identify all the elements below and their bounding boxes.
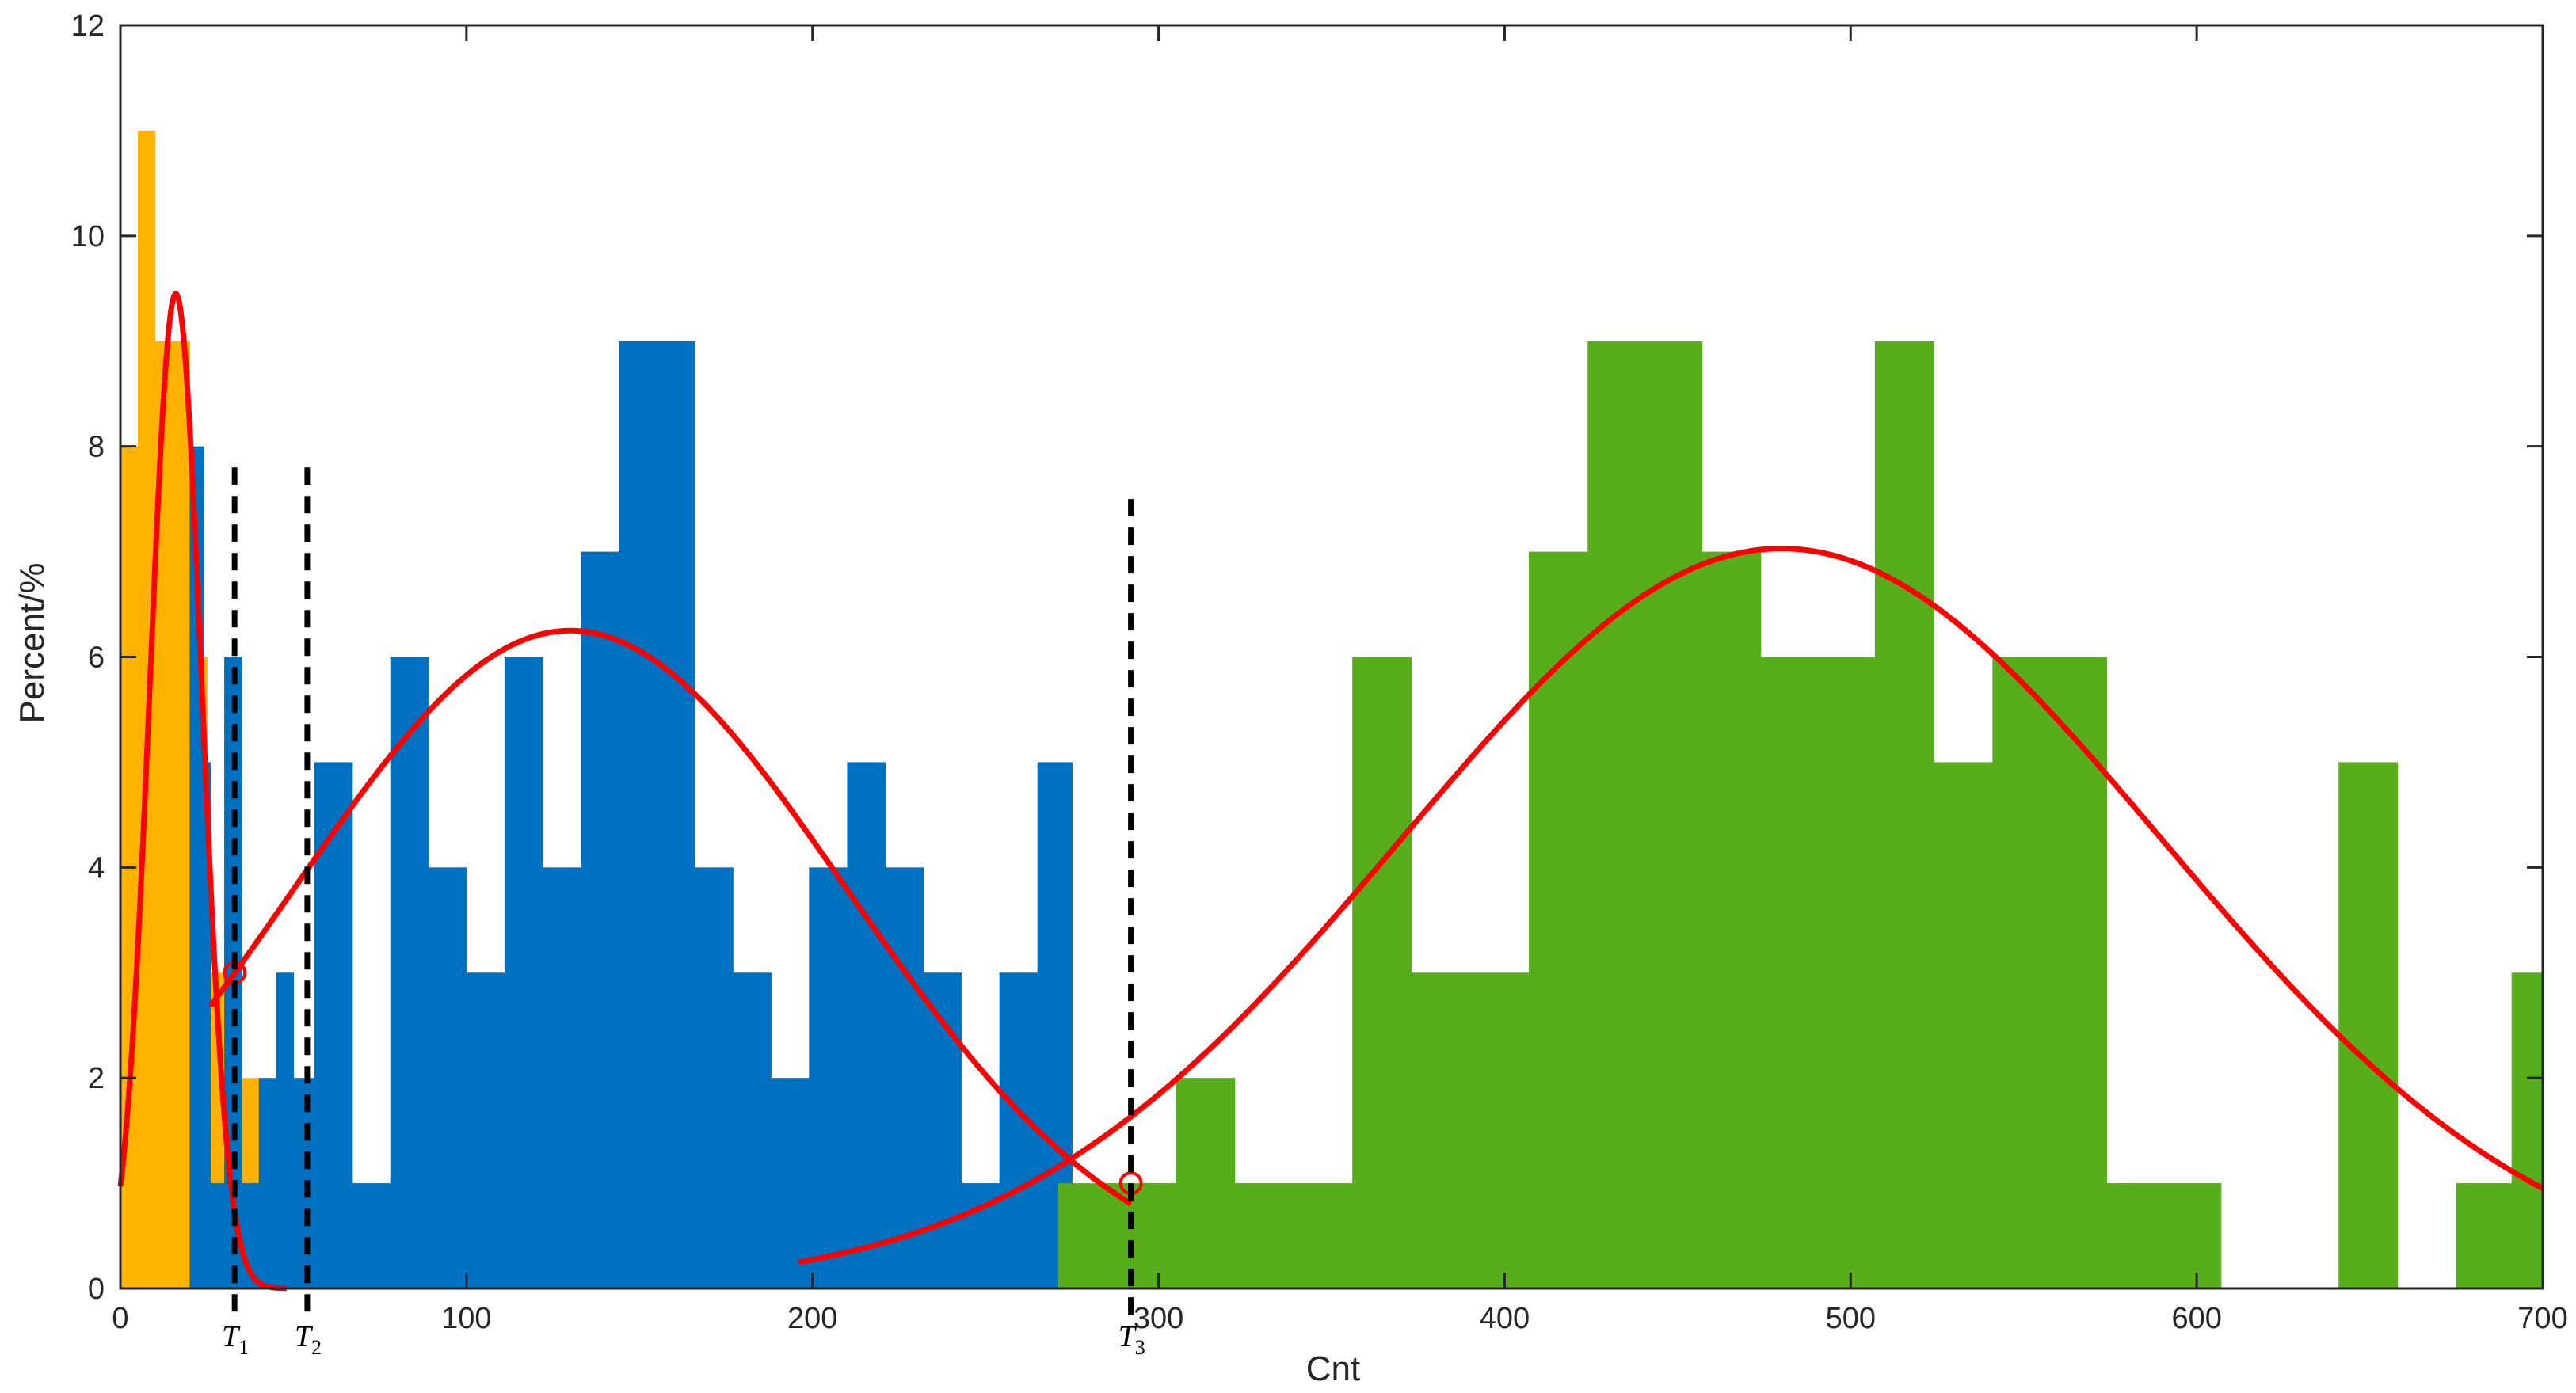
histogram-bar xyxy=(1587,341,1703,1288)
y-tick-label: 6 xyxy=(88,641,105,675)
histogram-bar xyxy=(258,1078,277,1288)
axes: 0 100 200 300 400 500 600 700 0 2 4 6 8 10 12 xyxy=(71,10,2568,1335)
y-tick-label: 8 xyxy=(88,431,105,464)
x-axis-label: Cnt xyxy=(1306,1349,1360,1388)
histogram-bar xyxy=(1352,657,1412,1288)
x-tick-label: 200 xyxy=(787,1302,837,1335)
threshold-label: T1 xyxy=(222,1320,249,1359)
fit-curve xyxy=(117,291,289,1292)
histogram-bar xyxy=(2106,1183,2222,1288)
x-tick-label: 0 xyxy=(112,1302,128,1335)
histogram-bar xyxy=(999,972,1038,1288)
x-tick-label: 500 xyxy=(1826,1302,1876,1335)
histogram-bar xyxy=(2338,762,2399,1288)
histogram-bar xyxy=(809,867,848,1288)
y-axis-label: Percent/% xyxy=(13,563,51,724)
x-tick-label: 400 xyxy=(1480,1302,1530,1335)
histogram-bar xyxy=(1234,1183,1353,1288)
histogram-bar xyxy=(352,1183,391,1288)
histogram-bar xyxy=(542,867,581,1288)
histogram-bar xyxy=(1176,1078,1236,1288)
x-tick-label: 600 xyxy=(2171,1302,2221,1335)
histogram-bar xyxy=(1701,551,1762,1288)
fit-curve xyxy=(208,627,1133,1207)
histogram-bar xyxy=(1411,972,1530,1288)
histogram-bar xyxy=(1760,657,1876,1288)
x-tick-label: 300 xyxy=(1134,1302,1183,1335)
histogram-bar xyxy=(1992,657,2108,1288)
y-tick-label: 2 xyxy=(88,1062,105,1095)
histogram-bar xyxy=(428,867,467,1288)
threshold-label: T2 xyxy=(295,1320,322,1359)
histogram-bars xyxy=(120,130,2544,1289)
histogram-bar xyxy=(847,762,886,1288)
histogram-bar xyxy=(1529,551,1588,1288)
histogram-bar xyxy=(733,972,772,1288)
histogram-bar xyxy=(276,972,295,1288)
fit-curve xyxy=(798,546,2544,1265)
x-tick-label: 700 xyxy=(2517,1302,2567,1335)
histogram-bar xyxy=(466,972,505,1288)
histogram-bar xyxy=(619,341,695,1288)
histogram-bar xyxy=(203,762,211,1288)
histogram-bar xyxy=(293,1078,315,1288)
histogram-bar xyxy=(581,551,619,1288)
x-tick-label: 100 xyxy=(441,1302,491,1335)
histogram-bar xyxy=(2456,1183,2513,1288)
y-tick-label: 12 xyxy=(71,10,105,43)
y-tick-label: 4 xyxy=(88,851,105,885)
threshold-lines: T1 T2 T3 xyxy=(222,467,1145,1359)
threshold-label: T3 xyxy=(1118,1320,1145,1359)
histogram-bar xyxy=(885,867,924,1288)
histogram-bar xyxy=(1934,762,1993,1288)
histogram-bar xyxy=(1057,1183,1177,1288)
histogram-bar xyxy=(1874,341,1934,1288)
histogram-bar xyxy=(210,1183,225,1288)
histogram-bar xyxy=(314,762,353,1288)
histogram-bar xyxy=(771,1078,810,1288)
y-tick-label: 0 xyxy=(88,1273,105,1306)
histogram-bar xyxy=(695,867,734,1288)
histogram-bar xyxy=(504,657,543,1288)
y-tick-label: 10 xyxy=(71,220,105,253)
histogram-bar xyxy=(390,657,429,1288)
histogram-bar xyxy=(2511,972,2544,1288)
